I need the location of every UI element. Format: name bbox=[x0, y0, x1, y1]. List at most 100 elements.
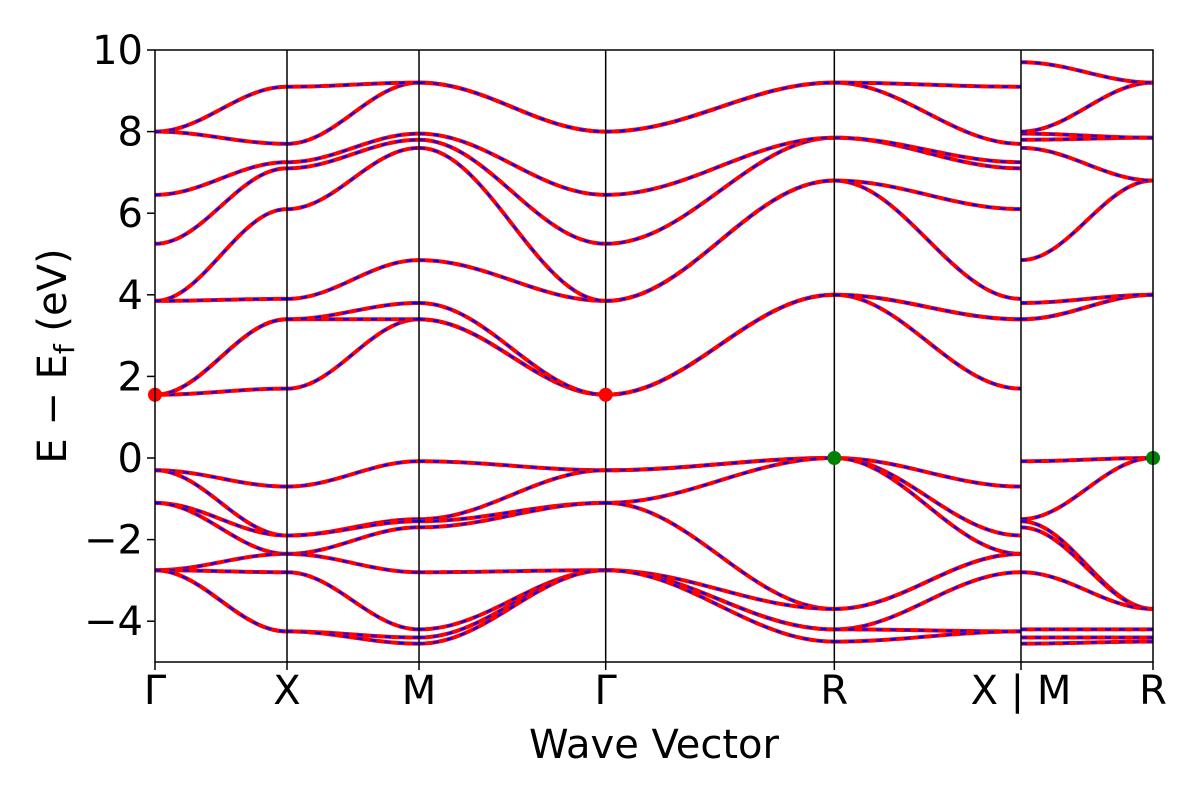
band-line bbox=[1020, 456, 1153, 464]
band-line-dashed bbox=[418, 81, 606, 133]
band-line-dashed bbox=[605, 81, 835, 133]
y-tick-label: 0 bbox=[118, 436, 143, 482]
band-line-dashed bbox=[155, 161, 288, 196]
band-line-dashed bbox=[1020, 146, 1153, 182]
band-line-dashed bbox=[605, 501, 835, 611]
band-line bbox=[286, 551, 420, 575]
band-line-dashed bbox=[834, 81, 1022, 145]
x-tick-label: Γ bbox=[144, 668, 167, 714]
y-tick-label: 4 bbox=[118, 273, 143, 319]
band-line bbox=[155, 166, 288, 246]
band-line-dashed bbox=[418, 146, 606, 303]
band-line-dashed bbox=[834, 136, 1022, 164]
y-tick-label: −4 bbox=[84, 599, 143, 645]
band-line bbox=[286, 317, 420, 391]
band-line-dashed bbox=[834, 293, 1022, 390]
band-line-dashed bbox=[419, 259, 606, 303]
band-line bbox=[1020, 145, 1153, 183]
band-line-dashed bbox=[155, 85, 288, 133]
band-line-dashed bbox=[834, 179, 1022, 300]
y-axis-ticks: −4 −2 0 2 4 6 8 10 bbox=[84, 28, 155, 645]
band-line bbox=[155, 551, 288, 573]
band-edge-markers bbox=[148, 387, 1160, 465]
band-line-dashed bbox=[605, 456, 835, 472]
band-line-dashed bbox=[286, 526, 420, 555]
band-line-dashed bbox=[834, 293, 1022, 321]
band-line bbox=[1020, 131, 1153, 140]
x-tick-label: X bbox=[273, 668, 300, 714]
band-line bbox=[155, 160, 288, 197]
band-line-dashed bbox=[286, 318, 420, 390]
band-line-dashed bbox=[286, 460, 420, 488]
band-line-dashed bbox=[834, 571, 1022, 631]
x-axis-ticks: Γ X M Γ R X | M R bbox=[144, 662, 1167, 714]
band-line-dashed bbox=[418, 569, 606, 631]
band-lines bbox=[155, 60, 1153, 646]
band-line bbox=[1020, 525, 1153, 611]
band-line-dashed bbox=[419, 569, 606, 574]
band-line-dashed bbox=[418, 569, 606, 645]
band-line bbox=[1020, 639, 1153, 646]
y-tick-label: 2 bbox=[118, 354, 143, 400]
band-line bbox=[605, 568, 835, 644]
x-tick-label: X | M bbox=[971, 668, 1072, 714]
x-tick-label: M bbox=[402, 668, 437, 714]
band-line-dashed bbox=[155, 569, 288, 633]
band-line bbox=[1020, 519, 1153, 611]
band-line bbox=[286, 137, 420, 171]
y-axis-label-main: E − E bbox=[30, 354, 76, 464]
band-line-dashed bbox=[286, 146, 420, 211]
band-line-dashed bbox=[834, 552, 1022, 611]
band-line-dashed bbox=[834, 456, 1022, 555]
band-line bbox=[155, 386, 288, 397]
band-line bbox=[418, 80, 606, 134]
band-line-dashed bbox=[834, 456, 1022, 537]
band-line-dashed bbox=[286, 259, 420, 300]
band-line-dashed bbox=[286, 132, 420, 164]
band-line-dashed bbox=[418, 469, 606, 521]
band-line bbox=[155, 129, 288, 146]
x-axis-label: Wave Vector bbox=[529, 722, 780, 768]
band-line bbox=[418, 300, 606, 397]
band-line-dashed bbox=[605, 136, 835, 196]
band-line bbox=[286, 519, 420, 538]
band-line-dashed bbox=[418, 318, 606, 396]
band-line-dashed bbox=[286, 571, 420, 631]
band-line-dashed bbox=[834, 630, 1021, 643]
band-line-dashed bbox=[419, 460, 606, 472]
band-line-dashed bbox=[834, 179, 1022, 211]
y-axis-label-unit: (eV) bbox=[30, 248, 76, 344]
y-axis-label: E − Ef (eV) bbox=[30, 248, 81, 463]
band-line bbox=[1020, 178, 1153, 263]
vbm-marker bbox=[827, 451, 842, 465]
high-symmetry-lines bbox=[286, 50, 1022, 662]
band-line-dashed bbox=[1020, 571, 1153, 611]
band-line-dashed bbox=[605, 136, 835, 245]
band-line bbox=[286, 300, 420, 322]
band-line bbox=[1020, 292, 1153, 305]
band-line-dashed bbox=[605, 293, 835, 396]
band-line bbox=[155, 468, 288, 489]
y-axis-label-subscript: f bbox=[48, 343, 81, 354]
band-line bbox=[1020, 60, 1153, 85]
band-line bbox=[155, 207, 288, 303]
band-line-dashed bbox=[605, 179, 835, 303]
band-line-dashed bbox=[605, 569, 835, 611]
band-line-dashed bbox=[834, 456, 1022, 488]
band-line bbox=[155, 568, 288, 575]
band-line bbox=[155, 317, 288, 397]
cbm-marker bbox=[598, 387, 613, 402]
band-line-dashed bbox=[605, 569, 835, 631]
band-line-dashed bbox=[286, 81, 420, 145]
band-line-dashed bbox=[155, 469, 288, 537]
x-tick-label: R bbox=[1139, 668, 1167, 714]
band-line-dashed bbox=[418, 301, 606, 396]
band-line bbox=[834, 178, 1022, 212]
band-line bbox=[286, 525, 420, 556]
y-tick-label: 8 bbox=[118, 110, 143, 156]
band-line-dashed bbox=[418, 138, 606, 245]
band-line-dashed bbox=[1020, 81, 1153, 133]
band-line-dashed bbox=[286, 138, 420, 170]
y-tick-label: 6 bbox=[118, 191, 143, 237]
